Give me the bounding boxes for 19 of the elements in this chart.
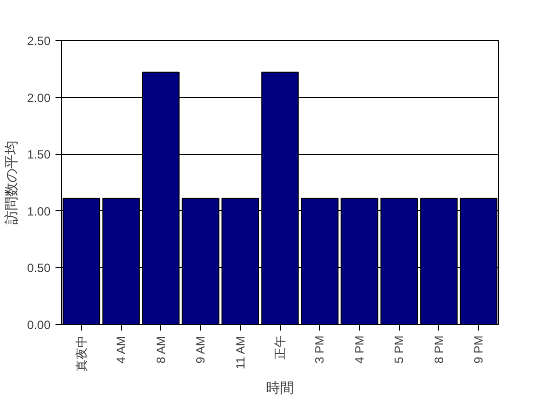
y-tick-label: 2.00 xyxy=(27,90,51,105)
x-tick-label: 8 PM xyxy=(432,335,446,364)
y-tick-label: 1.00 xyxy=(27,204,51,218)
x-tick-label: 正午 xyxy=(273,336,287,360)
y-tick-label: 0.00 xyxy=(27,318,51,332)
x-tick-label: 9 PM xyxy=(472,335,486,364)
x-tick-label: 真夜中 xyxy=(74,336,88,372)
y-tick-label: 2.50 xyxy=(27,34,51,48)
y-axis-title: 訪問数の平均 xyxy=(3,140,20,224)
x-tick-label: 4 PM xyxy=(352,335,366,364)
x-tick-label: 5 PM xyxy=(392,335,406,364)
x-tick-label: 11 AM xyxy=(233,336,248,370)
y-tick-label: 1.50 xyxy=(27,148,51,162)
x-axis-title: 時間 xyxy=(266,380,294,396)
y-tick-label: 0.50 xyxy=(27,261,51,276)
x-tick-label: 3 PM xyxy=(312,335,327,364)
x-tick-label: 8 AM xyxy=(154,336,168,364)
x-tick-label: 9 AM xyxy=(194,336,208,364)
x-tick-label: 4 AM xyxy=(114,336,128,364)
